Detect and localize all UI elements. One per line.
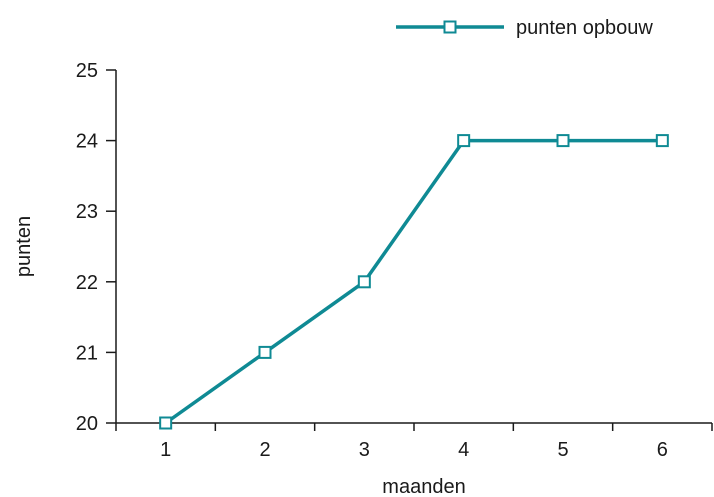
x-tick-label: 2 xyxy=(259,439,270,461)
x-tick-label: 5 xyxy=(557,439,568,461)
x-tick-label: 6 xyxy=(657,439,668,461)
data-point xyxy=(655,134,669,148)
x-axis-title: maanden xyxy=(382,476,465,497)
data-point xyxy=(556,134,570,148)
legend: punten opbouw xyxy=(396,17,653,39)
data-point xyxy=(258,345,272,359)
x-tick-label: 4 xyxy=(458,439,469,461)
y-tick-label: 22 xyxy=(76,272,98,294)
data-point xyxy=(457,134,471,148)
x-tick-label: 3 xyxy=(359,439,370,461)
y-axis-title: punten xyxy=(13,216,35,277)
y-axis: 20 21 22 23 24 25 xyxy=(76,60,117,435)
y-tick-label: 24 xyxy=(76,131,98,153)
y-tick-label: 25 xyxy=(76,60,98,82)
y-tick-label: 20 xyxy=(76,413,98,435)
series-layer xyxy=(159,134,669,430)
data-point xyxy=(357,275,371,289)
legend-marker-square xyxy=(443,20,457,34)
y-tick-label: 21 xyxy=(76,342,98,364)
y-tick-label: 23 xyxy=(76,201,98,223)
x-axis: 1 2 3 4 5 6 xyxy=(115,422,713,461)
x-tick-label: 1 xyxy=(160,439,171,461)
series-line xyxy=(164,138,663,425)
legend-label: punten opbouw xyxy=(516,17,653,39)
data-point xyxy=(159,416,173,430)
